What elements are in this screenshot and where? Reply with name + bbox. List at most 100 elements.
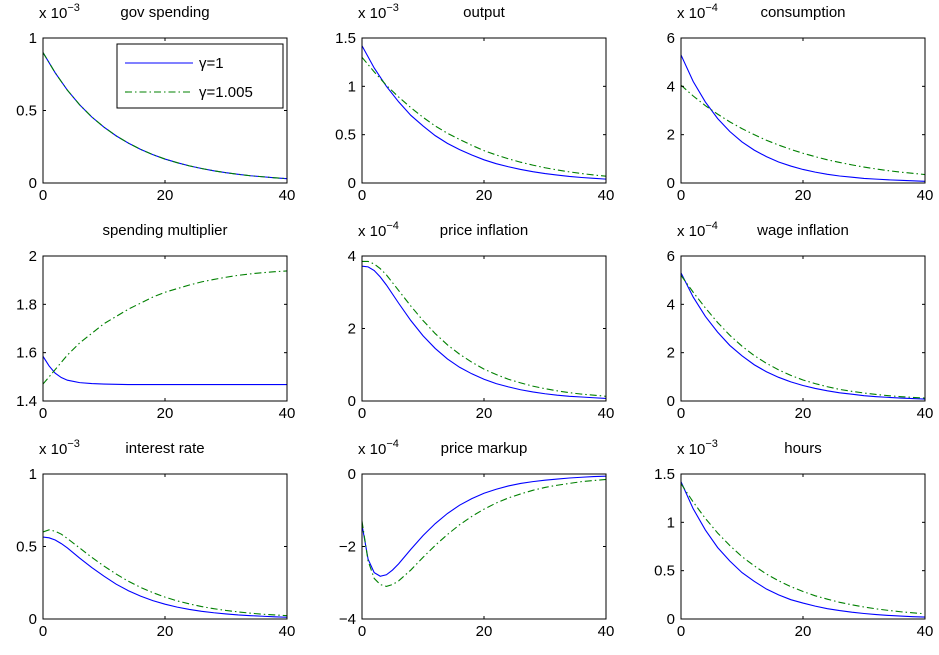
subplot-2: 0 20 40 0 0.5 1 1.5x 10−3 output — [335, 2, 614, 204]
axis-scale-factor: x 10−4 — [677, 220, 718, 240]
scale-exponent: −3 — [67, 2, 80, 14]
x-tick-label: 40 — [279, 623, 296, 640]
legend-label-2: γ=1.005 — [199, 84, 253, 101]
x-tick-label: 20 — [476, 405, 493, 422]
scale-base: x 10 — [358, 5, 386, 22]
y-tick-label: 0.5 — [16, 103, 37, 120]
x-tick-label: 0 — [39, 623, 47, 640]
scale-exponent: −3 — [67, 438, 80, 450]
x-tick-label: 0 — [677, 623, 685, 640]
x-tick-label: 40 — [279, 405, 296, 422]
axes-box — [361, 37, 607, 184]
series-line-1 — [362, 45, 606, 180]
subplot-title: spending multiplier — [102, 222, 227, 239]
x-tick-label: 20 — [476, 623, 493, 640]
series-line-1 — [43, 536, 287, 618]
legend: γ=1 γ=1.005 — [116, 43, 284, 109]
scale-exponent: −4 — [705, 2, 718, 14]
subplot-8: 0 20 40−4−20x 10−4 price markup — [339, 438, 614, 640]
scale-base: x 10 — [39, 5, 67, 22]
axis-scale-factor: x 10−4 — [677, 2, 718, 22]
subplot-9: 0 20 40 0 0.5 1 1.5x 10−3 hours — [654, 438, 933, 640]
y-tick-label: 0 — [29, 175, 37, 192]
scale-base: x 10 — [358, 441, 386, 458]
scale-exponent: −3 — [705, 438, 718, 450]
scale-base: x 10 — [677, 441, 705, 458]
x-tick-label: 40 — [598, 187, 615, 204]
scale-base: x 10 — [39, 441, 67, 458]
axis-scale-factor: x 10−3 — [39, 2, 80, 22]
y-tick-label: 0 — [348, 466, 356, 483]
y-tick-label: 2 — [667, 127, 675, 144]
y-tick-label: 0 — [348, 175, 356, 192]
scale-base: x 10 — [677, 5, 705, 22]
x-tick-label: 0 — [39, 405, 47, 422]
series-line-1 — [362, 265, 606, 400]
legend-box — [116, 43, 284, 109]
subplot-6: 0 20 40 0 2 4 6x 10−4 wage inflation — [667, 220, 934, 422]
series-line-2 — [362, 478, 606, 587]
legend-label-1: γ=1 — [199, 55, 224, 72]
y-tick-label: 4 — [667, 78, 675, 95]
subplot-title: gov spending — [120, 4, 209, 21]
y-tick-label: 2 — [667, 345, 675, 362]
x-tick-label: 0 — [358, 623, 366, 640]
subplot-3: 0 20 40 0 2 4 6x 10−4 consumption — [667, 2, 934, 204]
y-tick-label: 0 — [29, 611, 37, 628]
axis-scale-factor: x 10−3 — [39, 438, 80, 458]
subplot-title: wage inflation — [756, 222, 849, 239]
series-line-1 — [43, 355, 287, 386]
subplot-title: output — [463, 4, 506, 21]
axes-box — [42, 255, 288, 402]
y-tick-label: 1.5 — [335, 30, 356, 47]
axis-scale-factor: x 10−4 — [358, 438, 399, 458]
x-tick-label: 40 — [598, 623, 615, 640]
subplot-4: 0 20 40 1.4 1.6 1.8 2 spending multiplier — [16, 222, 295, 422]
subplot-title: price inflation — [440, 222, 528, 239]
x-tick-label: 20 — [157, 405, 174, 422]
series-line-1 — [681, 272, 925, 400]
axis-scale-factor: x 10−3 — [677, 438, 718, 458]
x-tick-label: 0 — [677, 405, 685, 422]
subplot-7: 0 20 40 0 0.5 1x 10−3 interest rate — [16, 438, 295, 640]
axis-scale-factor: x 10−3 — [358, 2, 399, 22]
x-tick-label: 40 — [917, 623, 934, 640]
x-tick-label: 40 — [917, 405, 934, 422]
axes-box — [680, 37, 926, 184]
y-tick-label: 0 — [667, 611, 675, 628]
x-tick-label: 20 — [157, 623, 174, 640]
axes-box — [361, 473, 607, 620]
y-tick-label: 1 — [29, 466, 37, 483]
y-tick-label: 0 — [667, 175, 675, 192]
y-tick-label: −4 — [339, 611, 356, 628]
series-line-2 — [362, 56, 606, 177]
x-tick-label: 0 — [358, 187, 366, 204]
axes-box — [680, 473, 926, 620]
axes-box — [680, 255, 926, 402]
y-tick-label: 1.5 — [654, 466, 675, 483]
y-tick-label: 0.5 — [16, 539, 37, 556]
series-line-1 — [681, 481, 925, 618]
y-tick-label: 1 — [29, 30, 37, 47]
y-tick-label: 0.5 — [335, 127, 356, 144]
x-tick-label: 20 — [157, 187, 174, 204]
y-tick-label: 2 — [348, 321, 356, 338]
y-tick-label: 4 — [667, 296, 675, 313]
axis-scale-factor: x 10−4 — [358, 220, 399, 240]
y-tick-label: 1 — [667, 514, 675, 531]
series-line-2 — [43, 270, 287, 385]
y-tick-label: 0.5 — [654, 563, 675, 580]
series-line-2 — [681, 275, 925, 399]
y-tick-label: 1.6 — [16, 345, 37, 362]
y-tick-label: 0 — [667, 393, 675, 410]
x-tick-label: 0 — [677, 187, 685, 204]
x-tick-label: 20 — [795, 405, 812, 422]
subplot-1: 0 20 40 0 0.5 1x 10−3 gov spending γ=1 γ=1.005 — [16, 2, 295, 204]
y-tick-label: 6 — [667, 248, 675, 265]
series-line-2 — [681, 483, 925, 615]
x-tick-label: 20 — [476, 187, 493, 204]
x-tick-label: 40 — [279, 187, 296, 204]
x-tick-label: 40 — [598, 405, 615, 422]
subplot-title: consumption — [760, 4, 845, 21]
